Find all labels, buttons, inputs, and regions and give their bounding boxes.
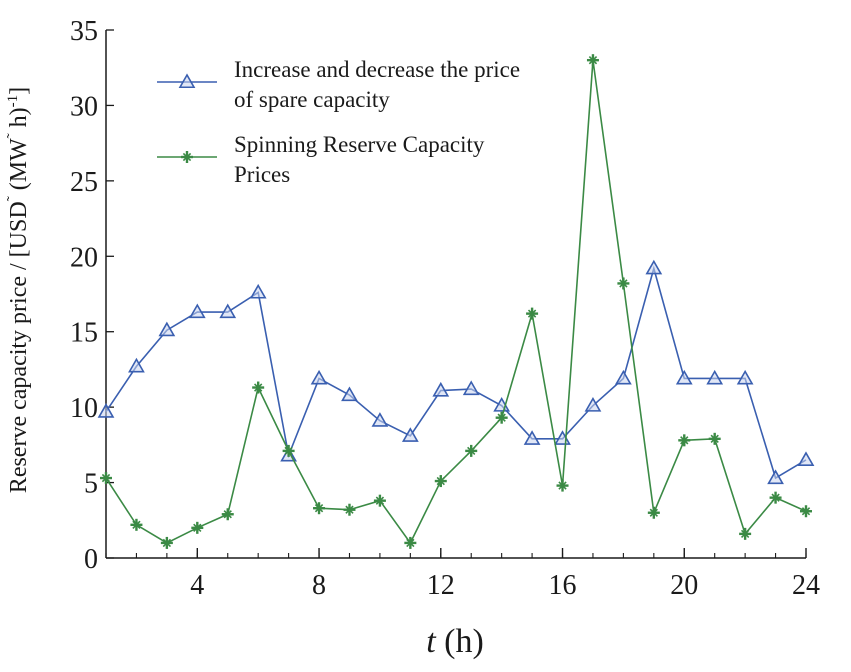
- series-2-point: [617, 277, 630, 290]
- series-2-point: [343, 503, 356, 516]
- x-tick-label: 4: [190, 570, 204, 601]
- x-tick-label: 12: [427, 570, 455, 601]
- series-2-point: [434, 475, 447, 488]
- x-tick-label: 16: [549, 570, 577, 601]
- series-1: [97, 259, 815, 485]
- y-tick-label: 20: [70, 242, 98, 273]
- series-2-point: [160, 536, 173, 549]
- series-2-point: [465, 444, 478, 457]
- legend-swatch-marker: [181, 151, 193, 163]
- y-tick-label: 30: [70, 91, 98, 122]
- legend-item-2: Spinning Reserve Capacity Prices: [157, 132, 485, 187]
- series-layer: [97, 54, 815, 549]
- series-2-point: [586, 54, 599, 67]
- series-2-point: [404, 536, 417, 549]
- series-1-point: [188, 303, 206, 319]
- series-2-point: [313, 502, 326, 515]
- legend-item-1: Increase and decrease the price of spare …: [157, 57, 520, 112]
- series-1-point: [310, 369, 328, 385]
- series-2-point: [100, 472, 112, 485]
- series-1-point: [645, 259, 663, 275]
- series-2-point: [373, 494, 386, 507]
- axes: [105, 30, 806, 559]
- series-2-point: [495, 411, 508, 424]
- series-2-point: [556, 479, 569, 492]
- series-1-point: [97, 403, 115, 418]
- y-axis-title: Reserve capacity price / [USD˜ (MW˜ h)-1…: [5, 87, 32, 493]
- series-2-point: [739, 527, 752, 540]
- series-1-point: [219, 303, 237, 319]
- series-1-point: [371, 412, 389, 427]
- y-axis-ticks: 0 5 10 15 20 25 30 35: [70, 16, 114, 575]
- legend-label: Spinning Reserve Capacity: [234, 132, 485, 157]
- y-tick-label: 15: [70, 318, 98, 349]
- series-2-point: [800, 505, 812, 518]
- x-axis-title: t (h): [426, 623, 484, 660]
- series-1-line: [105, 265, 807, 480]
- series-1-point: [341, 386, 358, 402]
- legend-label: of spare capacity: [234, 87, 390, 112]
- series-2-point: [221, 508, 234, 521]
- y-tick-label: 5: [84, 469, 98, 500]
- x-axis-ticks: 4 8 12 16 20 24: [105, 548, 820, 601]
- series-1-point: [615, 369, 632, 385]
- series-2-point: [252, 381, 265, 394]
- series-2-point: [191, 521, 204, 534]
- series-2-point: [647, 506, 660, 519]
- legend-label: Increase and decrease the price: [234, 57, 520, 82]
- series-1-point: [736, 369, 754, 385]
- legend-label: Prices: [234, 162, 290, 187]
- series-1-point: [249, 283, 267, 299]
- series-1-point: [158, 321, 176, 337]
- series-1-point: [432, 381, 450, 397]
- series-2-point: [708, 432, 721, 445]
- series-1-point: [401, 427, 419, 442]
- series-2-point: [282, 444, 295, 457]
- y-tick-label: 10: [70, 393, 98, 424]
- series-1-point: [128, 357, 145, 373]
- series-2-point: [526, 307, 539, 320]
- series-1-point: [675, 369, 693, 385]
- y-tick-label: 0: [84, 544, 98, 575]
- legend-swatch-marker: [178, 73, 196, 89]
- series-1-point: [706, 369, 724, 385]
- series-1-point: [523, 430, 541, 445]
- y-tick-label: 35: [70, 16, 98, 47]
- legend: Increase and decrease the price of spare …: [157, 57, 520, 187]
- y-tick-label: 25: [70, 167, 98, 198]
- series-2-point: [130, 518, 143, 531]
- x-tick-label: 8: [312, 570, 326, 601]
- series-2-point: [769, 491, 782, 504]
- x-tick-label: 24: [792, 570, 820, 601]
- series-2: [100, 54, 812, 549]
- series-2-point: [678, 434, 691, 447]
- series-1-point: [797, 451, 815, 466]
- series-1-point: [462, 380, 480, 396]
- series-1-point: [767, 469, 784, 485]
- x-tick-label: 20: [670, 570, 698, 601]
- series-1-point: [584, 397, 602, 412]
